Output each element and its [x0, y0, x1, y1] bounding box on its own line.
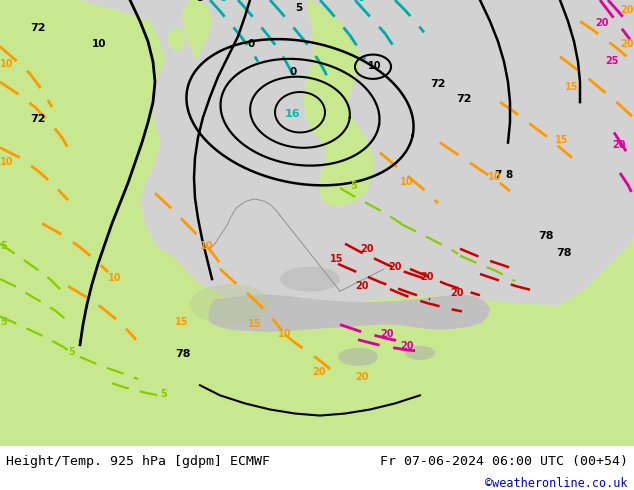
- Ellipse shape: [338, 348, 378, 366]
- Text: 5: 5: [160, 390, 167, 399]
- Text: 15: 15: [555, 135, 569, 145]
- Polygon shape: [0, 0, 634, 446]
- Text: 72: 72: [430, 79, 446, 89]
- Ellipse shape: [280, 267, 340, 292]
- Text: 20: 20: [620, 39, 633, 49]
- Text: 10: 10: [488, 172, 501, 182]
- Polygon shape: [182, 0, 212, 62]
- Text: -5: -5: [280, 0, 290, 2]
- Text: 20: 20: [355, 281, 368, 291]
- Text: 72: 72: [30, 114, 46, 124]
- Text: 10: 10: [108, 273, 122, 283]
- Text: -5: -5: [355, 0, 365, 3]
- Text: Height/Temp. 925 hPa [gdpm] ECMWF: Height/Temp. 925 hPa [gdpm] ECMWF: [6, 455, 270, 468]
- Polygon shape: [168, 27, 185, 51]
- Text: 5: 5: [196, 0, 204, 3]
- Text: 5: 5: [295, 3, 302, 13]
- Text: 0: 0: [248, 39, 256, 49]
- Polygon shape: [40, 21, 88, 48]
- Ellipse shape: [190, 284, 270, 324]
- Text: 78: 78: [175, 349, 190, 359]
- Text: 5: 5: [0, 241, 7, 251]
- Polygon shape: [0, 296, 634, 446]
- Text: 20: 20: [400, 341, 413, 351]
- Polygon shape: [304, 0, 374, 206]
- Text: 10: 10: [278, 329, 292, 339]
- Text: 72: 72: [30, 24, 46, 33]
- Text: 78: 78: [538, 231, 553, 241]
- Text: 10: 10: [368, 61, 382, 71]
- Polygon shape: [208, 294, 490, 332]
- Text: 5: 5: [68, 347, 75, 357]
- Text: 20: 20: [420, 272, 434, 282]
- Text: 10: 10: [200, 241, 214, 251]
- Text: Fr 07-06-2024 06:00 UTC (00+54): Fr 07-06-2024 06:00 UTC (00+54): [380, 455, 628, 468]
- Text: 15: 15: [565, 82, 578, 92]
- Text: 20: 20: [388, 262, 401, 272]
- Text: 20: 20: [620, 5, 633, 15]
- Text: 16: 16: [285, 109, 301, 119]
- Ellipse shape: [405, 346, 435, 360]
- Text: ©weatheronline.co.uk: ©weatheronline.co.uk: [485, 477, 628, 490]
- Text: 15: 15: [330, 254, 344, 264]
- Text: 10: 10: [400, 177, 413, 187]
- Text: 10: 10: [0, 59, 13, 69]
- Text: 20: 20: [595, 18, 609, 28]
- Text: 10: 10: [0, 157, 13, 167]
- Text: 0: 0: [290, 67, 297, 77]
- Text: 20: 20: [312, 367, 325, 377]
- Text: 5: 5: [0, 317, 7, 326]
- Text: 72: 72: [456, 94, 472, 104]
- Text: 78: 78: [556, 248, 571, 258]
- Text: 25: 25: [605, 56, 619, 66]
- Text: 20: 20: [450, 288, 463, 298]
- Text: 20: 20: [360, 244, 373, 254]
- Text: 7 8: 7 8: [495, 170, 514, 180]
- Text: 5: 5: [350, 181, 357, 191]
- Text: 20: 20: [380, 329, 394, 339]
- Text: 20: 20: [612, 140, 626, 149]
- Text: 20: 20: [355, 372, 368, 382]
- Text: 10: 10: [92, 39, 107, 49]
- Text: -5: -5: [218, 0, 228, 3]
- Text: 15: 15: [248, 318, 261, 329]
- Text: 15: 15: [175, 317, 188, 326]
